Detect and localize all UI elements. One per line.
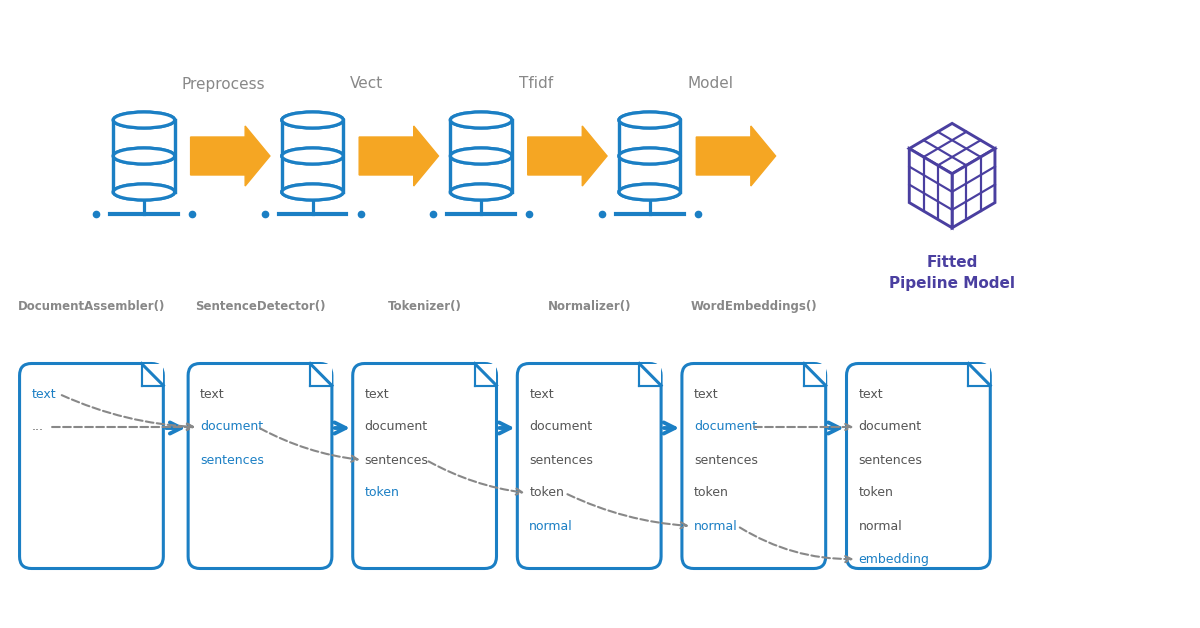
Text: sentences: sentences: [200, 453, 264, 467]
Ellipse shape: [450, 112, 512, 128]
Polygon shape: [910, 123, 995, 174]
Polygon shape: [640, 364, 661, 386]
Polygon shape: [910, 149, 952, 228]
Ellipse shape: [113, 184, 175, 200]
Ellipse shape: [450, 148, 512, 164]
Text: Tokenizer(): Tokenizer(): [388, 300, 462, 313]
Text: normal: normal: [694, 519, 738, 533]
Ellipse shape: [619, 112, 680, 128]
Ellipse shape: [619, 148, 680, 164]
Text: DocumentAssembler(): DocumentAssembler(): [18, 300, 166, 313]
Polygon shape: [968, 364, 990, 386]
Text: Tfidf: Tfidf: [518, 77, 553, 92]
Text: document: document: [200, 421, 263, 433]
Text: text: text: [529, 387, 554, 401]
Text: normal: normal: [858, 519, 902, 533]
FancyBboxPatch shape: [188, 364, 332, 568]
Text: text: text: [31, 387, 56, 401]
Ellipse shape: [113, 184, 175, 200]
Text: document: document: [694, 421, 757, 433]
Ellipse shape: [113, 112, 175, 128]
Ellipse shape: [282, 112, 343, 128]
Ellipse shape: [450, 184, 512, 200]
Text: text: text: [200, 387, 224, 401]
Text: document: document: [529, 421, 593, 433]
Polygon shape: [359, 126, 438, 186]
Ellipse shape: [450, 184, 512, 200]
Ellipse shape: [450, 112, 512, 128]
Text: document: document: [858, 421, 922, 433]
Text: text: text: [694, 387, 719, 401]
Text: SentenceDetector(): SentenceDetector(): [194, 300, 325, 313]
Polygon shape: [952, 149, 995, 228]
Text: normal: normal: [529, 519, 572, 533]
Text: token: token: [529, 487, 564, 499]
FancyBboxPatch shape: [19, 364, 163, 568]
Text: token: token: [694, 487, 728, 499]
Ellipse shape: [619, 184, 680, 200]
FancyBboxPatch shape: [113, 120, 175, 192]
Ellipse shape: [282, 148, 343, 164]
Polygon shape: [528, 126, 607, 186]
Polygon shape: [475, 364, 497, 386]
Polygon shape: [804, 364, 826, 386]
Polygon shape: [142, 364, 163, 386]
Ellipse shape: [619, 112, 680, 128]
Text: token: token: [365, 487, 400, 499]
Ellipse shape: [113, 112, 175, 128]
Text: Vect: Vect: [350, 77, 384, 92]
Text: Normalizer(): Normalizer(): [547, 300, 631, 313]
Text: sentences: sentences: [858, 453, 923, 467]
FancyBboxPatch shape: [517, 364, 661, 568]
Polygon shape: [310, 364, 332, 386]
Text: Preprocess: Preprocess: [181, 77, 265, 92]
FancyBboxPatch shape: [353, 364, 497, 568]
Ellipse shape: [282, 148, 343, 164]
FancyBboxPatch shape: [450, 120, 512, 192]
FancyBboxPatch shape: [282, 120, 343, 192]
Ellipse shape: [113, 148, 175, 164]
Ellipse shape: [619, 148, 680, 164]
Ellipse shape: [450, 148, 512, 164]
Ellipse shape: [282, 112, 343, 128]
Text: sentences: sentences: [529, 453, 593, 467]
Ellipse shape: [113, 148, 175, 164]
Text: WordEmbeddings(): WordEmbeddings(): [690, 300, 817, 313]
Text: text: text: [365, 387, 389, 401]
Text: document: document: [365, 421, 427, 433]
Text: sentences: sentences: [365, 453, 428, 467]
FancyBboxPatch shape: [682, 364, 826, 568]
Polygon shape: [191, 126, 270, 186]
Text: Model: Model: [688, 77, 733, 92]
Text: text: text: [858, 387, 883, 401]
Text: ...: ...: [31, 421, 43, 433]
Text: sentences: sentences: [694, 453, 757, 467]
FancyBboxPatch shape: [619, 120, 680, 192]
Text: embedding: embedding: [858, 553, 929, 565]
Ellipse shape: [282, 184, 343, 200]
Text: token: token: [858, 487, 893, 499]
Ellipse shape: [619, 184, 680, 200]
Text: Fitted
Pipeline Model: Fitted Pipeline Model: [889, 255, 1015, 291]
Polygon shape: [696, 126, 775, 186]
Ellipse shape: [282, 184, 343, 200]
FancyBboxPatch shape: [846, 364, 990, 568]
